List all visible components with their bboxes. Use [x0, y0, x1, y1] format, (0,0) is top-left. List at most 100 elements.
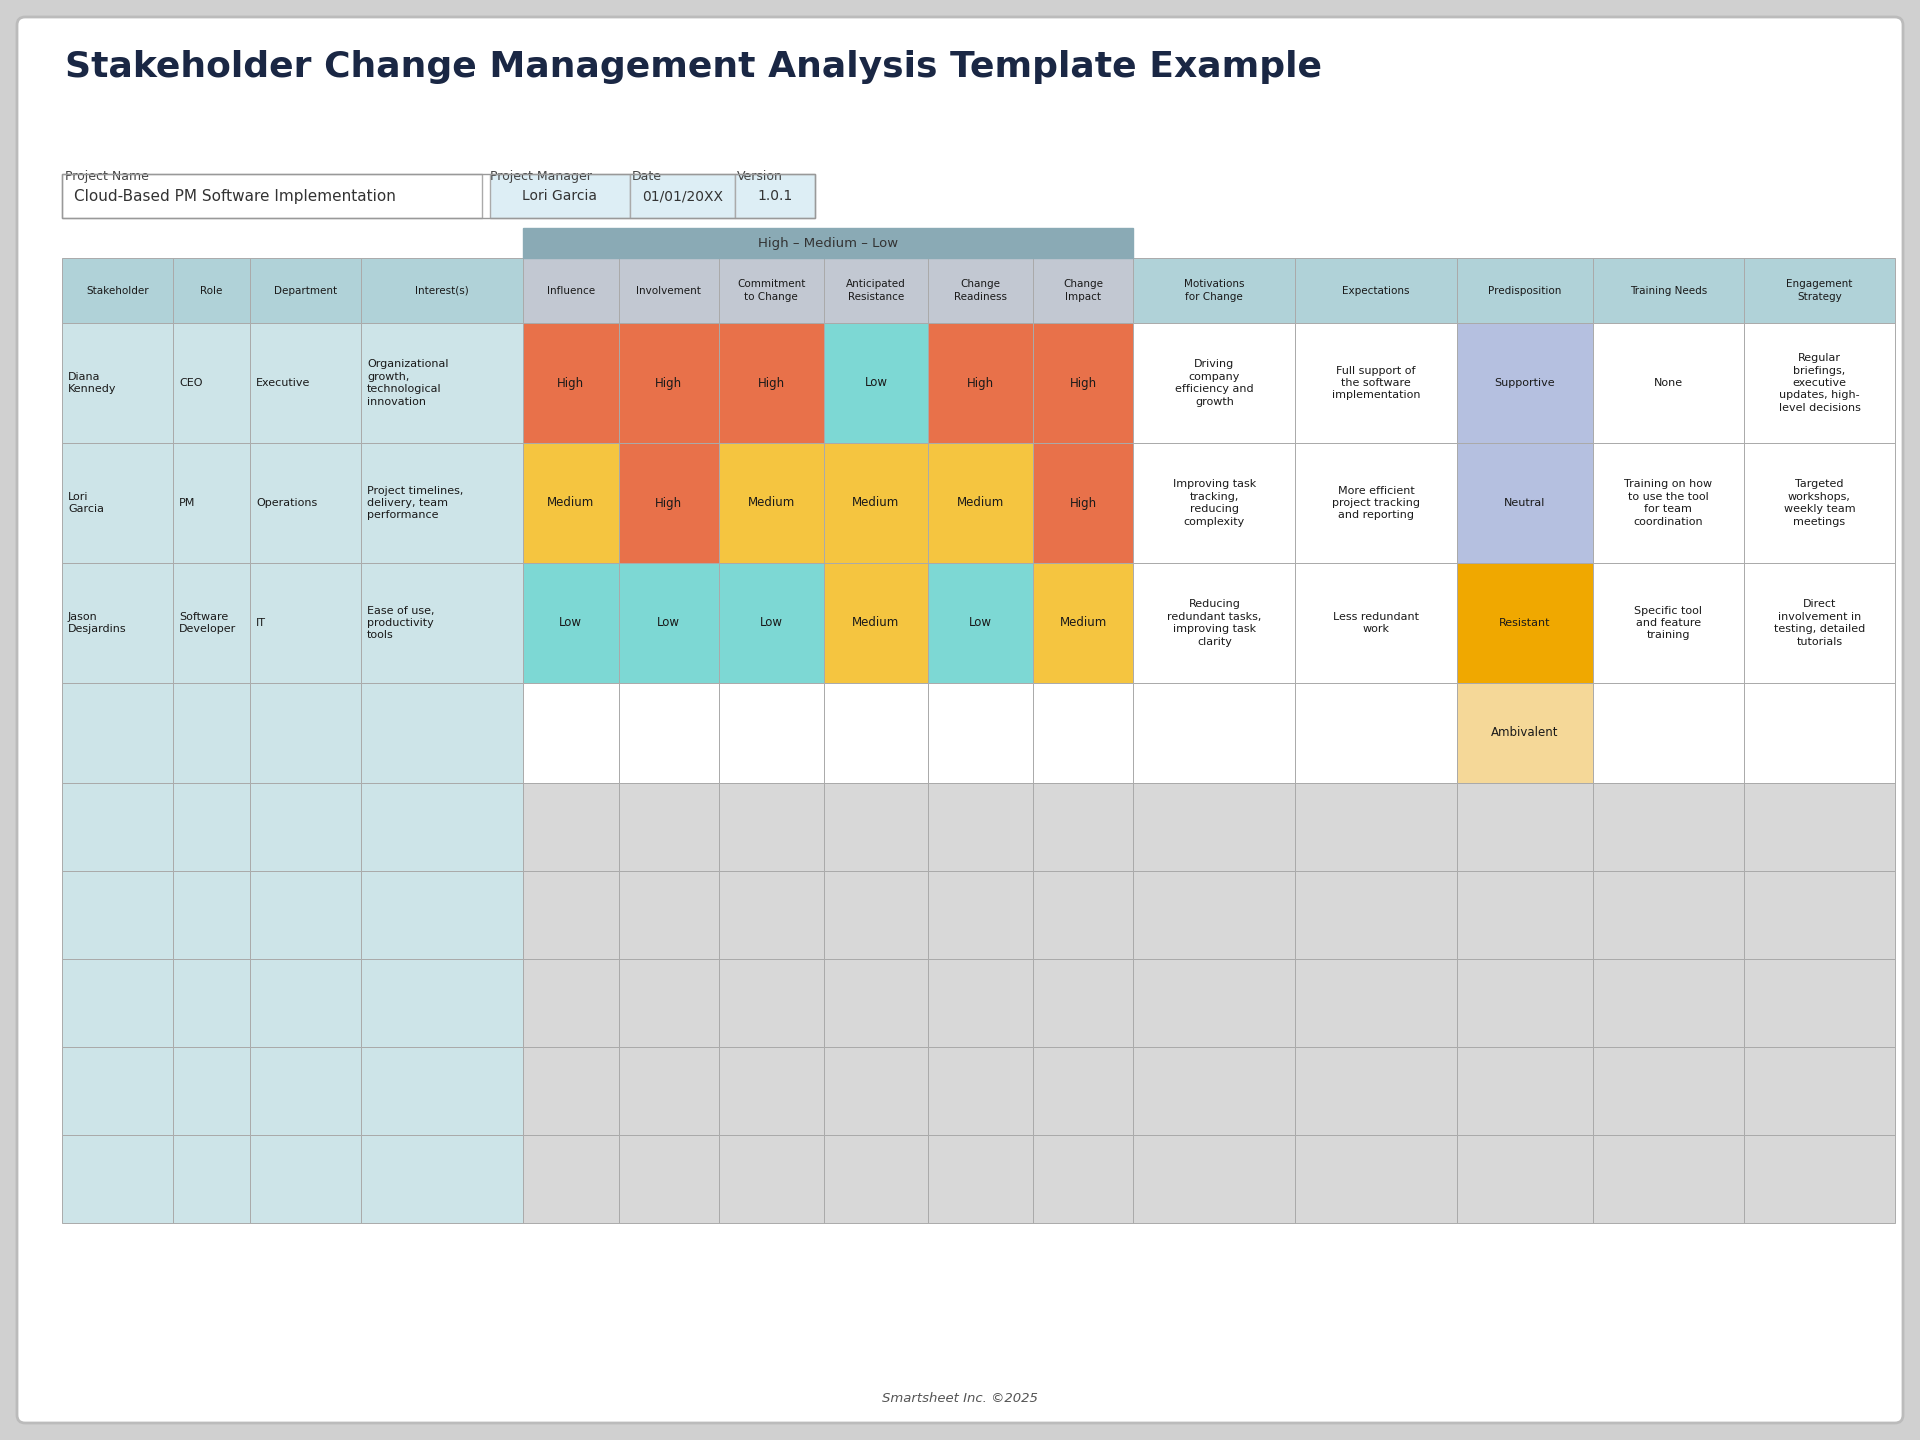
Bar [173, 871, 250, 959]
Text: Reducing
redundant tasks,
improving task
clarity: Reducing redundant tasks, improving task… [1167, 599, 1261, 647]
Bar [250, 959, 361, 1047]
Bar [718, 258, 824, 323]
Bar [361, 683, 522, 783]
Bar [824, 323, 929, 444]
Bar [1743, 258, 1895, 323]
Text: Full support of
the software
implementation: Full support of the software implementat… [1332, 366, 1421, 400]
Text: Ease of use,
productivity
tools: Ease of use, productivity tools [367, 606, 434, 641]
Bar [173, 783, 250, 871]
Bar [1133, 1047, 1296, 1135]
Bar [929, 783, 1033, 871]
Text: Training on how
to use the tool
for team
coordination: Training on how to use the tool for team… [1624, 480, 1713, 527]
Bar [718, 1047, 824, 1135]
Bar [1457, 683, 1594, 783]
Bar [1296, 563, 1457, 683]
Bar [718, 563, 824, 683]
Text: Role: Role [200, 285, 223, 295]
Text: Specific tool
and feature
training: Specific tool and feature training [1634, 606, 1703, 641]
Bar [718, 1135, 824, 1223]
Bar [1594, 783, 1743, 871]
Bar [1033, 783, 1133, 871]
Text: Date: Date [632, 170, 662, 183]
Bar [522, 323, 618, 444]
Bar [522, 783, 618, 871]
Text: Executive: Executive [255, 377, 311, 387]
Bar [61, 174, 814, 217]
Text: Medium: Medium [852, 616, 900, 629]
Text: PM: PM [179, 498, 196, 508]
Bar [718, 683, 824, 783]
Text: High – Medium – Low: High – Medium – Low [758, 236, 899, 249]
Text: Low: Low [760, 616, 783, 629]
Text: Improving task
tracking,
reducing
complexity: Improving task tracking, reducing comple… [1173, 480, 1256, 527]
Text: Commitment
to Change: Commitment to Change [737, 279, 804, 302]
Bar [1743, 783, 1895, 871]
Bar [1296, 959, 1457, 1047]
Text: Medium: Medium [547, 497, 595, 510]
Text: Expectations: Expectations [1342, 285, 1409, 295]
Text: 01/01/20XX: 01/01/20XX [641, 189, 724, 203]
Bar [173, 683, 250, 783]
Bar [1033, 959, 1133, 1047]
Text: Project timelines,
delivery, team
performance: Project timelines, delivery, team perfor… [367, 485, 463, 520]
Text: Medium: Medium [958, 497, 1004, 510]
Text: Anticipated
Resistance: Anticipated Resistance [847, 279, 906, 302]
Bar [522, 1047, 618, 1135]
Text: Involvement: Involvement [636, 285, 701, 295]
Bar [618, 683, 718, 783]
Bar [929, 1047, 1033, 1135]
Bar [929, 258, 1033, 323]
Text: IT: IT [255, 618, 267, 628]
Bar [929, 563, 1033, 683]
Bar [61, 1135, 173, 1223]
Text: Predisposition: Predisposition [1488, 285, 1561, 295]
Bar [618, 783, 718, 871]
Text: Medium: Medium [852, 497, 900, 510]
Bar [173, 258, 250, 323]
Text: Cloud-Based PM Software Implementation: Cloud-Based PM Software Implementation [75, 189, 396, 203]
Bar [61, 783, 173, 871]
Text: Driving
company
efficiency and
growth: Driving company efficiency and growth [1175, 360, 1254, 406]
Bar [1033, 444, 1133, 563]
Bar [824, 1135, 929, 1223]
Bar [1133, 444, 1296, 563]
Bar [361, 258, 522, 323]
Bar [735, 174, 814, 217]
Text: High: High [655, 497, 682, 510]
Bar [1033, 258, 1133, 323]
Bar [250, 1135, 361, 1223]
Bar [250, 1047, 361, 1135]
Text: Project Manager: Project Manager [490, 170, 591, 183]
Text: High: High [1069, 497, 1096, 510]
Bar [250, 563, 361, 683]
Bar [1133, 323, 1296, 444]
Bar [1594, 683, 1743, 783]
Bar [1133, 683, 1296, 783]
Bar [1296, 783, 1457, 871]
Bar [250, 444, 361, 563]
Text: Diana
Kennedy: Diana Kennedy [67, 372, 117, 395]
Text: CEO: CEO [179, 377, 202, 387]
Text: High: High [1069, 376, 1096, 389]
Bar [1133, 959, 1296, 1047]
Bar [1033, 871, 1133, 959]
Bar [1743, 959, 1895, 1047]
Bar [1743, 563, 1895, 683]
Text: High: High [655, 376, 682, 389]
Bar [929, 871, 1033, 959]
Bar [1457, 323, 1594, 444]
Bar [250, 323, 361, 444]
Text: Smartsheet Inc. ©2025: Smartsheet Inc. ©2025 [881, 1391, 1039, 1404]
Bar [1296, 871, 1457, 959]
Bar [1133, 563, 1296, 683]
Bar [61, 563, 173, 683]
Bar [361, 871, 522, 959]
Bar [1457, 783, 1594, 871]
Bar [250, 683, 361, 783]
Text: Influence: Influence [547, 285, 595, 295]
Bar [1594, 444, 1743, 563]
Bar [618, 1047, 718, 1135]
Bar [824, 258, 929, 323]
Bar [61, 871, 173, 959]
Text: High: High [968, 376, 995, 389]
